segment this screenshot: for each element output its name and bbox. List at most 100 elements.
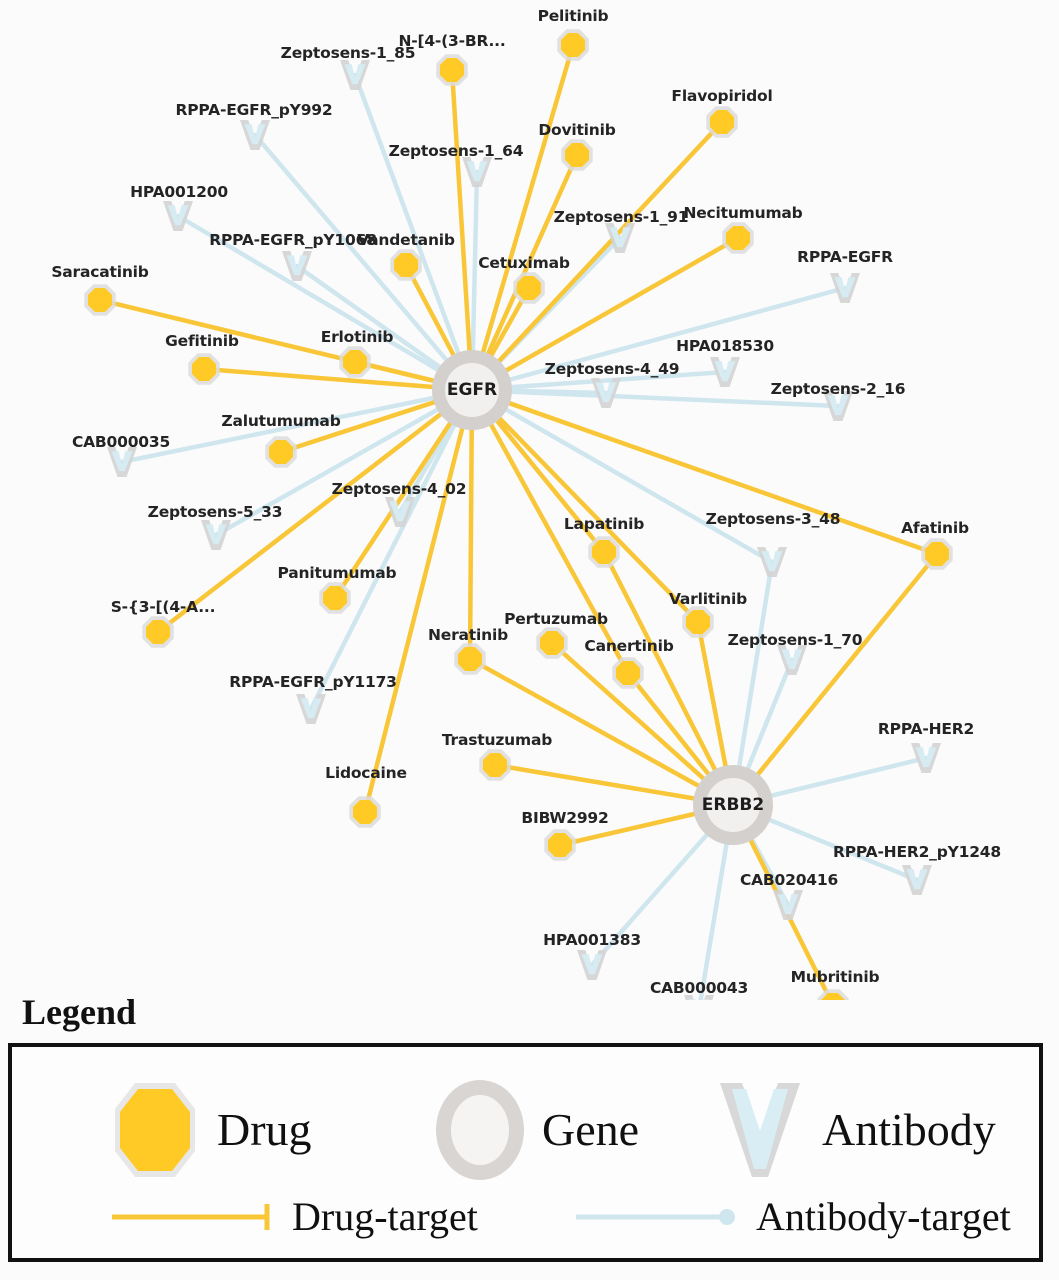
antibody-label: Zeptosens-1_85 [280, 44, 416, 62]
drug-target-edge [469, 387, 701, 625]
gene-node-inner [706, 778, 760, 832]
legend-label-antibody: Antibody [822, 1104, 996, 1155]
legend-label-drug-target: Drug-target [292, 1194, 478, 1239]
antibody-label: Zeptosens-4_02 [331, 480, 467, 498]
antibody-node [834, 277, 856, 298]
drug-target-edge [362, 387, 475, 815]
drug-node [539, 630, 565, 656]
gene-label: EGFR [446, 380, 498, 400]
antibody-node [906, 869, 928, 890]
drug-node [145, 619, 171, 645]
antibody-node [609, 227, 631, 248]
drug-target-edge [332, 387, 475, 601]
antibody-node [111, 451, 133, 472]
antibody-label: RPPA-HER2 [877, 720, 975, 738]
legend-item-drug-target: Drug-target [108, 1197, 478, 1237]
drug-target-edge [155, 387, 475, 635]
antibody-node [827, 395, 849, 416]
drug-label: Saracatinib [51, 263, 149, 281]
antibody-node [915, 747, 937, 768]
drug-target-edge [467, 656, 736, 808]
antibody-node [781, 649, 803, 670]
drug-target-edge [469, 42, 576, 393]
antibody-node [777, 894, 799, 915]
antibody-node [761, 551, 783, 572]
antibody-node-halo [684, 995, 714, 1000]
antibody-node [244, 124, 266, 145]
drug-node [393, 252, 419, 278]
antibody-label: HPA018530 [676, 337, 774, 355]
drug-target-line-icon [112, 1204, 270, 1230]
legend-item-antibody-target: Antibody-target [572, 1197, 1011, 1237]
drug-label: Panitumumab [277, 564, 397, 582]
drug-target-edge [492, 762, 736, 808]
antibody-label: RPPA-EGFR_pY1173 [229, 673, 397, 691]
antibody-label: Zeptosens-1_70 [727, 631, 863, 649]
drug-node [322, 585, 348, 611]
antibody-target-edge [308, 387, 475, 712]
node-layer [84, 29, 953, 1000]
antibody-node [286, 255, 308, 276]
drug-label: Erlotinib [320, 328, 394, 346]
drug-label: N-[4-(3-BR... [398, 32, 506, 50]
drug-label: Afatinib [901, 519, 969, 537]
antibody-node [466, 161, 488, 182]
antibody-target-edge [352, 72, 475, 393]
antibody-label: CAB000043 [649, 979, 749, 997]
drug-node [821, 992, 845, 1000]
antibody-node [389, 501, 411, 522]
legend-item-antibody: Antibody [712, 1075, 996, 1185]
drug-target-edge [469, 387, 940, 557]
drug-label: Mubritinib [790, 968, 880, 986]
antibody-node [714, 361, 736, 382]
drug-label: S-{3-[(4-A... [110, 598, 216, 616]
antibody-target-line-icon [576, 1209, 735, 1225]
gene-label: ERBB2 [701, 795, 765, 815]
gene-node-inner [445, 363, 499, 417]
drug-node [191, 356, 217, 382]
legend-box: Drug Gene Antibody [8, 1043, 1043, 1262]
legend-edge-row: Drug-target Antibody-target [12, 1197, 1039, 1257]
antibody-label: Zeptosens-1_64 [388, 142, 524, 160]
legend-title: Legend [22, 992, 137, 1032]
antibody-icon [720, 1083, 800, 1177]
drug-node [924, 541, 950, 567]
legend-label-gene: Gene [542, 1104, 640, 1155]
antibody-target-edge [469, 387, 775, 565]
legend-item-gene: Gene [432, 1075, 639, 1185]
drug-node [685, 609, 711, 635]
antibody-label: CAB020416 [739, 871, 839, 889]
drug-target-edge [449, 67, 475, 393]
antibody-target-edge [119, 387, 475, 465]
antibody-node [300, 698, 322, 719]
legend-label-drug: Drug [217, 1104, 312, 1155]
drug-node [482, 752, 508, 778]
drug-label: Canertinib [584, 637, 674, 655]
drug-label: Zalutumumab [221, 412, 341, 430]
network-graph [84, 29, 953, 1000]
drug-label: Necitumumab [683, 204, 803, 222]
antibody-node [205, 524, 227, 545]
drug-node [725, 225, 751, 251]
antibody-label: Zeptosens-3_48 [705, 510, 841, 528]
legend: Legend Drug Gene [0, 985, 1059, 1280]
antibody-target-edge [213, 387, 475, 538]
drug-node [615, 660, 641, 686]
drug-node [439, 57, 465, 83]
drug-icon [115, 1083, 195, 1177]
drug-label: Cetuximab [478, 254, 570, 272]
drug-label: Varlitinib [668, 590, 748, 608]
antibody-label: RPPA-HER2_pY1248 [833, 843, 1001, 861]
drug-target-edge [467, 387, 475, 662]
antibody-target-edge [469, 387, 841, 409]
drug-label: Lidocaine [325, 764, 407, 782]
drug-node [457, 646, 483, 672]
drug-node [560, 32, 586, 58]
drug-target-edge [469, 119, 725, 393]
legend-node-row: Drug Gene Antibody [12, 1075, 1039, 1185]
drug-target-edge [469, 387, 631, 676]
drug-label: Gefitinib [165, 332, 239, 350]
drug-target-edge [549, 640, 736, 808]
antibody-target-edge [252, 132, 475, 393]
